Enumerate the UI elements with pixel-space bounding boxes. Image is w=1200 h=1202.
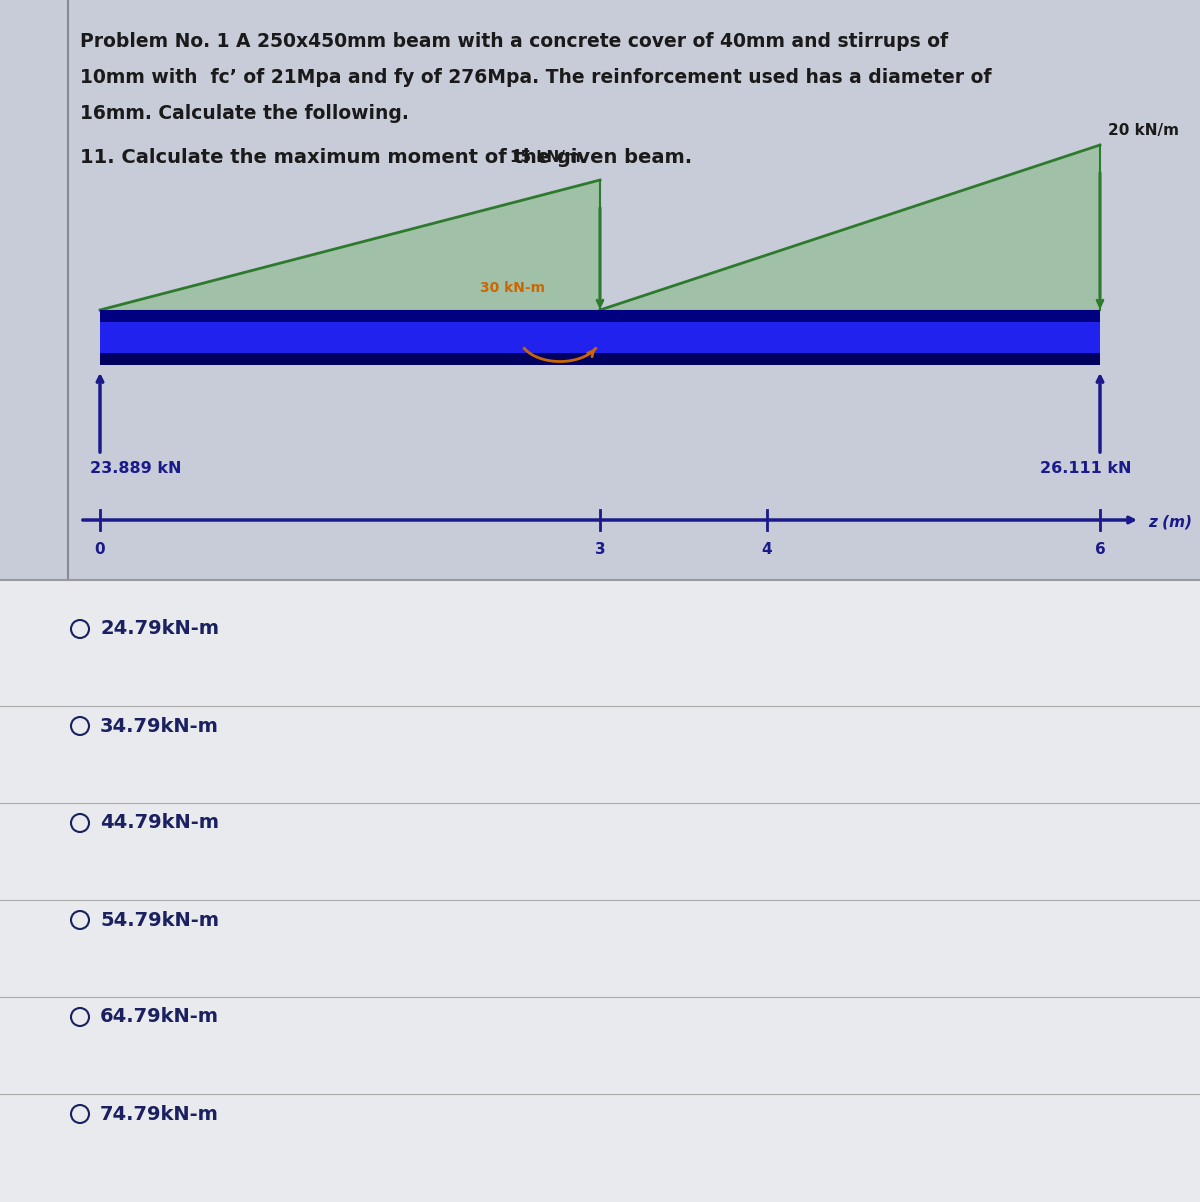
Text: z (m): z (m)	[1148, 514, 1192, 530]
Text: 64.79kN-m: 64.79kN-m	[100, 1007, 220, 1027]
Text: 15 kN/m: 15 kN/m	[510, 150, 581, 165]
Text: 44.79kN-m: 44.79kN-m	[100, 814, 220, 833]
Text: 16mm. Calculate the following.: 16mm. Calculate the following.	[80, 105, 409, 123]
Text: 26.111 kN: 26.111 kN	[1040, 462, 1132, 476]
Text: Problem No. 1 A 250x450mm beam with a concrete cover of 40mm and stirrups of: Problem No. 1 A 250x450mm beam with a co…	[80, 32, 948, 50]
Polygon shape	[100, 180, 600, 310]
Text: 20 kN/m: 20 kN/m	[1108, 123, 1178, 138]
Polygon shape	[600, 145, 1100, 310]
Text: 74.79kN-m: 74.79kN-m	[100, 1105, 218, 1124]
Text: 3: 3	[595, 542, 605, 557]
Text: 23.889 kN: 23.889 kN	[90, 462, 181, 476]
Text: 4: 4	[761, 542, 772, 557]
Bar	[100, 310, 1100, 365]
Text: 24.79kN-m: 24.79kN-m	[100, 619, 220, 638]
Bar	[0, 581, 1200, 1202]
Bar	[100, 353, 1100, 365]
Bar	[100, 310, 1100, 322]
Text: 11. Calculate the maximum moment of the given beam.: 11. Calculate the maximum moment of the …	[80, 148, 692, 167]
Text: 34.79kN-m: 34.79kN-m	[100, 716, 218, 736]
Text: 30 kN-m: 30 kN-m	[480, 281, 545, 294]
Text: 0: 0	[95, 542, 106, 557]
Bar	[0, 0, 1200, 581]
Text: 54.79kN-m: 54.79kN-m	[100, 910, 220, 929]
Text: 10mm with  fc’ of 21Mpa and fy of 276Mpa. The reinforcement used has a diameter : 10mm with fc’ of 21Mpa and fy of 276Mpa.…	[80, 69, 991, 87]
Text: 6: 6	[1094, 542, 1105, 557]
